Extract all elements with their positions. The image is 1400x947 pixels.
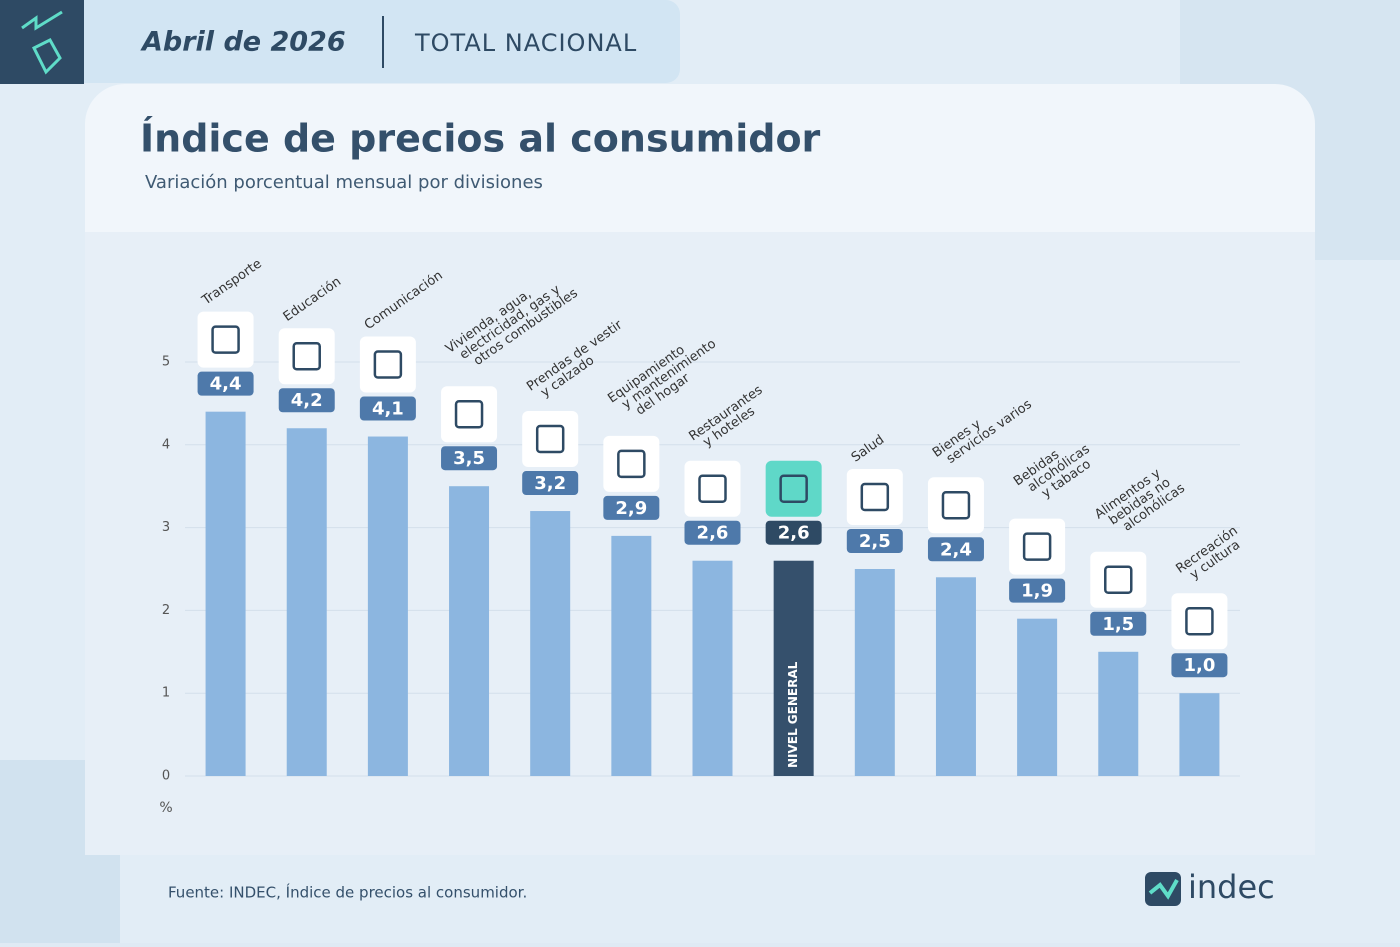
icon	[1104, 565, 1133, 595]
icon-box	[684, 460, 741, 517]
bar	[611, 535, 652, 776]
icon-box	[359, 336, 416, 393]
value-badge	[765, 520, 822, 545]
value-label: 1,5	[1102, 614, 1134, 635]
value-badge	[278, 388, 335, 413]
source: Fuente: INDEC, Índice de precios al cons…	[168, 883, 527, 902]
value-label: 3,5	[453, 448, 485, 469]
value-label: 2,4	[940, 539, 972, 560]
value-label: 4,4	[210, 374, 242, 395]
icon-box	[1171, 593, 1228, 650]
icon-box	[603, 435, 660, 492]
chart-title: Índice de precios al consumidor	[140, 117, 821, 161]
y-tick-label: 4	[162, 437, 170, 452]
y-tick-label: 3	[162, 520, 170, 535]
bar	[935, 577, 976, 776]
icon	[1185, 606, 1214, 636]
value-badge	[684, 520, 741, 545]
bar	[1017, 618, 1058, 776]
value-label: 4,2	[291, 390, 323, 411]
icon	[698, 474, 727, 503]
icon	[617, 449, 646, 479]
bar	[1179, 693, 1220, 776]
value-label: 2,5	[859, 531, 891, 552]
value-badge	[1090, 611, 1147, 636]
value-badge	[197, 371, 254, 396]
value-badge	[522, 471, 579, 496]
icon	[454, 399, 484, 429]
value-badge	[927, 537, 984, 562]
logo-mark-line	[1148, 879, 1179, 900]
value-badge	[1009, 578, 1066, 603]
icon	[1022, 532, 1052, 561]
value-label: 1,9	[1021, 581, 1053, 602]
value-label: 4,1	[372, 399, 404, 420]
value-badge	[603, 495, 660, 520]
icon-box	[765, 460, 822, 517]
value-label: 1,0	[1183, 655, 1215, 676]
bar	[530, 511, 571, 776]
icon-box	[197, 311, 254, 368]
icon-box	[1009, 518, 1066, 575]
bar	[367, 436, 408, 776]
icon-box	[846, 469, 903, 525]
value-badge	[359, 396, 416, 421]
value-label: 2,6	[778, 523, 810, 544]
logo-text: indec	[1188, 868, 1275, 906]
value-badge	[441, 446, 498, 471]
header-tab	[0, 0, 680, 83]
bar	[1098, 651, 1139, 776]
bar	[854, 569, 895, 776]
y-tick-label: 0	[162, 769, 170, 784]
icon	[860, 482, 890, 512]
icon-box	[278, 328, 335, 385]
header-logo-box	[0, 0, 84, 84]
icon-box	[522, 411, 579, 468]
icon-box	[1090, 551, 1147, 608]
value-badge	[1171, 653, 1228, 678]
header-scope: TOTAL NACIONAL	[414, 29, 637, 57]
y-unit: %	[159, 800, 172, 816]
value-label: 2,9	[615, 498, 647, 519]
bar	[773, 560, 814, 776]
y-tick-label: 2	[162, 603, 170, 618]
value-label: 3,2	[534, 473, 566, 494]
icon-box	[441, 386, 498, 443]
y-tick-label: 1	[162, 686, 170, 701]
icon-box	[927, 477, 984, 534]
icon	[292, 341, 321, 371]
bar	[692, 560, 733, 776]
chart-subtitle: Variación porcentual mensual por divisio…	[145, 172, 543, 193]
icon	[373, 350, 403, 379]
y-tick-label: 5	[162, 355, 170, 370]
icon	[941, 491, 971, 520]
header-date: Abril de 2026	[140, 27, 346, 58]
icon	[535, 424, 565, 454]
value-badge	[846, 529, 903, 553]
bar	[449, 486, 490, 776]
icon	[211, 325, 240, 354]
icon	[779, 474, 808, 503]
bar	[205, 411, 246, 776]
header-icon	[21, 10, 63, 75]
bar	[286, 428, 327, 776]
value-label: 2,6	[697, 523, 729, 544]
category-label: NIVEL GENERAL	[786, 661, 800, 768]
